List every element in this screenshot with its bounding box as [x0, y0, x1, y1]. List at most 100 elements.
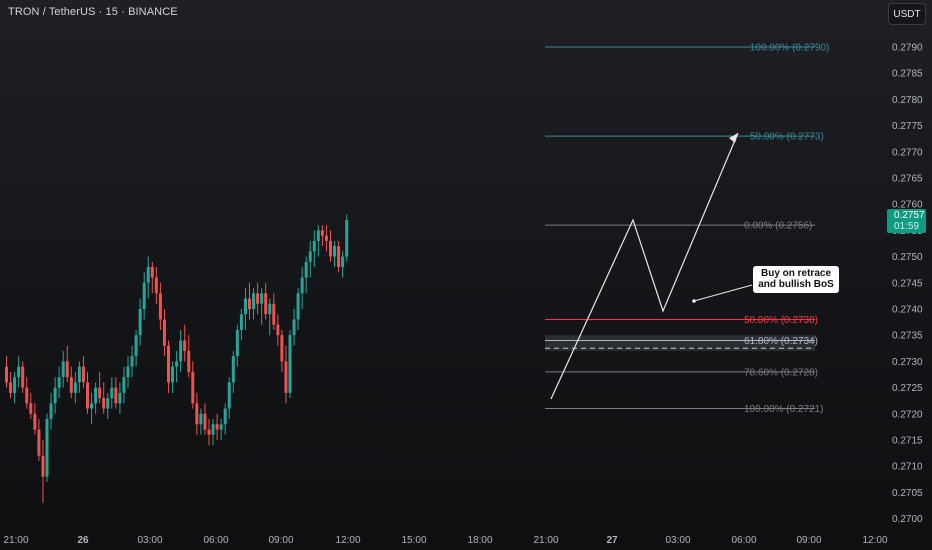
candle-body	[69, 377, 73, 393]
currency-button[interactable]: USDT	[888, 3, 926, 25]
candle-body	[158, 293, 162, 320]
fib-level-label: 0.00% (0.2756)	[744, 221, 812, 232]
candle-body	[94, 387, 98, 404]
price-tick-label: 0.2700	[892, 514, 923, 525]
time-tick-label: 09:00	[796, 535, 821, 546]
price-tick-label: 0.2725	[892, 383, 923, 394]
candle-body	[183, 340, 187, 351]
candle-body	[337, 246, 341, 268]
candle-body	[154, 277, 158, 294]
candle-body	[191, 371, 195, 404]
candle-body	[256, 293, 260, 304]
candle-body	[134, 335, 138, 357]
price-tick-label: 0.2790	[892, 43, 923, 54]
time-tick-label: 06:00	[203, 535, 228, 546]
candle-body	[333, 246, 337, 257]
bar-countdown: 01:59	[894, 221, 920, 232]
candle-body	[227, 382, 231, 409]
candle-body	[86, 382, 89, 409]
candle-body	[5, 366, 8, 383]
candle-body	[130, 356, 134, 367]
candle-body	[110, 387, 114, 399]
candle-body	[195, 403, 199, 425]
last-price-value: 0.2757	[894, 210, 925, 221]
candle-body	[215, 424, 219, 430]
time-axis: 21:00 26 03:00 06:00 09:00 12:00 15:00 18:00 21:…	[3, 535, 887, 546]
price-tick-label: 0.2735	[892, 331, 923, 342]
price-tick-label: 0.2780	[892, 95, 923, 106]
trade-note-line1: Buy on retrace	[760, 268, 832, 279]
candle-body	[138, 309, 142, 336]
candle-body	[268, 303, 272, 315]
candle-body	[203, 413, 207, 430]
price-tick-label: 0.2785	[892, 69, 923, 80]
candle-body	[304, 261, 308, 278]
candle-body	[61, 361, 65, 378]
trade-note-line2: and bullish BoS	[758, 279, 834, 290]
candle-body	[296, 293, 300, 320]
candle-body	[284, 361, 288, 393]
candle-body	[175, 361, 179, 367]
candle-body	[73, 382, 77, 393]
candle-body	[126, 366, 130, 378]
candle-body	[239, 314, 243, 330]
candle-body	[49, 403, 53, 420]
candle-body	[248, 298, 251, 309]
price-tick-label: 0.2730	[892, 357, 923, 368]
candle-body	[211, 424, 215, 435]
candle-body	[33, 413, 37, 430]
arrow-head	[729, 133, 738, 143]
price-tick-label: 0.2705	[892, 488, 923, 499]
trend-drawings	[550, 132, 753, 400]
candle-body	[37, 429, 41, 456]
candle-body	[187, 350, 191, 372]
candle-body	[118, 392, 122, 404]
candle-body	[341, 256, 345, 268]
candle-body	[288, 335, 292, 393]
candle-body	[223, 408, 227, 425]
impulse-projection-path	[550, 132, 739, 400]
candle-body	[260, 293, 264, 304]
candle-body	[324, 235, 328, 241]
fib-level-label: 50.00% (0.2738)	[744, 315, 818, 326]
price-tick-label: 0.2710	[892, 462, 923, 473]
candle-body	[57, 377, 61, 388]
time-tick-label: 12:00	[862, 535, 887, 546]
price-tick-label: 0.2775	[892, 121, 923, 132]
candle-body	[142, 282, 146, 309]
price-tick-label: 0.2760	[892, 200, 923, 211]
candle-body	[9, 382, 13, 393]
fib-level-label: −50.00% (0.2773)	[744, 132, 824, 143]
time-tick-label: 03:00	[665, 535, 690, 546]
symbol-title[interactable]: TRON / TetherUS · 15 · BINANCE	[8, 6, 178, 18]
last-price-tag: 0.2757 01:59	[887, 209, 926, 233]
time-tick-label: 27	[606, 535, 618, 546]
candle-body	[320, 230, 324, 236]
price-tick-label: 0.2765	[892, 174, 923, 185]
candle-body	[41, 455, 45, 477]
candle-body	[65, 361, 69, 378]
candle-body	[300, 277, 304, 294]
time-tick-label: 21:00	[3, 535, 28, 546]
time-tick-label: 09:00	[268, 535, 293, 546]
candle-body	[235, 329, 239, 357]
time-tick-label: 06:00	[731, 535, 756, 546]
candle-body	[329, 240, 332, 257]
candle-body	[292, 319, 296, 336]
price-tick-label: 0.2740	[892, 305, 923, 316]
candle-body	[316, 230, 320, 241]
candle-body	[122, 377, 126, 393]
candle-body	[280, 335, 284, 362]
candle-body	[199, 413, 203, 425]
candle-body	[150, 267, 154, 278]
annotation-pointer-dot	[692, 299, 696, 303]
fib-level-label: 100.00% (0.2721)	[744, 404, 824, 415]
fib-level-label: 78.60% (0.2728)	[744, 367, 818, 378]
trade-note[interactable]: Buy on retrace and bullish BoS	[753, 266, 839, 293]
fib-zone	[545, 335, 815, 351]
candle-body	[45, 419, 49, 477]
candle-body	[146, 267, 150, 283]
candle-body	[114, 387, 118, 404]
time-tick-label: 15:00	[401, 535, 426, 546]
candle-body	[77, 366, 81, 383]
